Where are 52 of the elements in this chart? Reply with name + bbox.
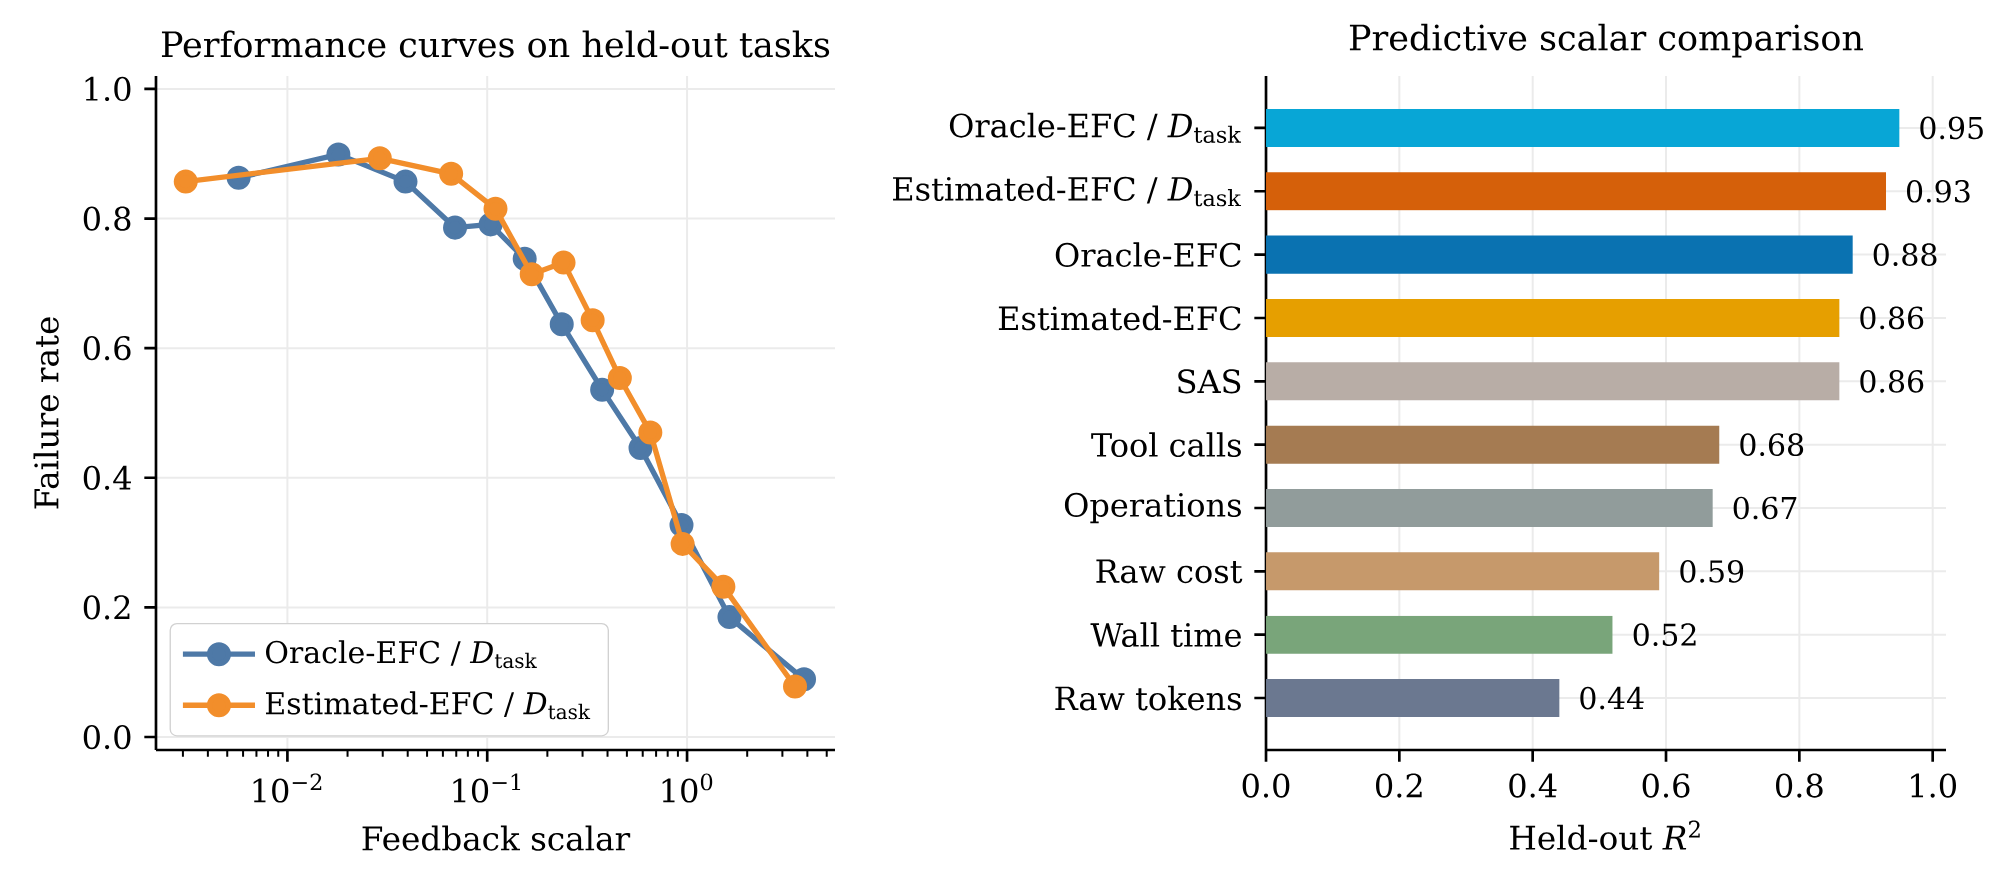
bar [1266,425,1720,464]
x-tick-label: 0.0 [1242,773,1290,798]
legend-label: Estimated-EFC / D$_{task}$ [265,691,591,720]
y-tick-label: 0.0 [83,724,131,750]
y-tick-label: 0.2 [83,595,130,620]
y-tick-label: 0.4 [83,465,131,490]
bar [1266,489,1713,528]
bar [1266,552,1660,591]
bar [1266,362,1840,401]
data-label: 0.95 [1920,116,1983,140]
legend-label: Oracle-EFC / D$_{task}$ [265,640,537,669]
x-tick-label: 0.6 [1642,773,1690,798]
y-tick-label: Estimated-EFC [998,305,1241,331]
data-label: 0.67 [1733,496,1797,520]
x-tick-label: 1.0 [1911,773,1957,798]
x-tick-label: 10$^{−2}$ [253,773,322,803]
data-label: 0.88 [1873,243,1937,266]
x-tick-label: 10$^{−1}$ [453,773,521,803]
y-tick-label: Tool calls [1091,432,1241,458]
bar [1266,235,1853,274]
y-axis-title: Failure rate [33,317,59,509]
y-tick-label: 0.6 [83,336,131,361]
y-tick-label: Operations [1064,492,1241,524]
y-tick-label: Oracle-EFC / D$_{task}$ [949,112,1242,144]
bar [1266,679,1560,718]
y-tick-label: Raw tokens [1055,685,1241,711]
data-label: 0.68 [1740,433,1804,456]
bar [1266,615,1613,654]
x-tick-label: 0.2 [1375,773,1422,798]
data-label: 0.93 [1907,179,1970,203]
y-tick-label: Raw cost [1096,559,1243,584]
y-tick-label: Wall time [1090,622,1241,648]
data-label: 0.86 [1860,306,1924,330]
chart-title: Performance curves on held-out tasks [161,30,830,58]
x-axis-title: Held-out R$^{2}$ [1510,820,1700,851]
data-label: 0.86 [1860,369,1924,393]
bar [1266,108,1900,147]
y-tick-label: SAS [1178,369,1241,394]
y-tick-label: Estimated-EFC / D$_{task}$ [893,176,1242,207]
x-tick-label: 0.4 [1509,773,1557,798]
chart-title: Predictive scalar comparison [1349,23,1863,58]
data-label: 0.59 [1680,560,1744,583]
bar [1266,298,1840,337]
y-tick-label: 0.8 [83,206,131,231]
data-label: 0.52 [1633,623,1696,647]
x-axis-title: Feedback scalar [362,825,631,851]
bar [1266,172,1887,211]
x-tick-label: 10$^{0}$ [662,773,713,803]
y-tick-label: Oracle-EFC [1055,242,1241,268]
y-tick-label: 1.0 [85,76,131,102]
x-tick-label: 0.8 [1775,773,1823,798]
data-label: 0.44 [1580,686,1644,710]
